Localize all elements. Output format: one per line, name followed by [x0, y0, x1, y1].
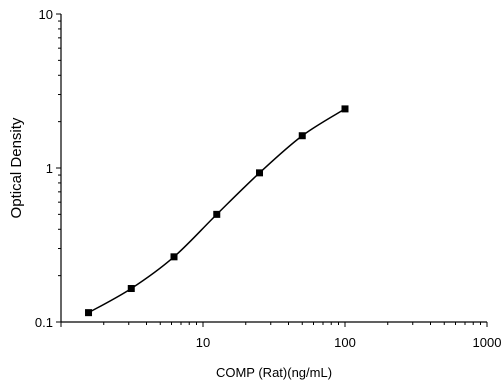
data-point — [127, 285, 135, 293]
y-axis-ticks — [56, 13, 61, 323]
x-axis-ticks — [60, 322, 488, 327]
data-point — [341, 105, 349, 113]
x-axis-tick-labels: 10 100 1000 — [196, 335, 502, 350]
fit-curve — [88, 108, 346, 314]
x-axis-title: COMP (Rat)(ng/mL) — [216, 365, 332, 380]
y-axis-tick-labels: 0.1 1 10 — [35, 7, 53, 330]
data-point — [170, 253, 178, 261]
y-tick-label: 0.1 — [35, 315, 53, 330]
y-axis-title: Optical Density — [8, 117, 25, 218]
data-point — [85, 309, 93, 317]
data-point — [213, 210, 221, 218]
x-tick-label: 100 — [334, 335, 356, 350]
plot-area — [60, 14, 487, 323]
y-tick-label: 1 — [46, 161, 53, 176]
data-point — [298, 132, 306, 140]
x-tick-label: 10 — [196, 335, 210, 350]
y-tick-label: 10 — [39, 7, 53, 22]
data-point — [256, 169, 264, 177]
data-points — [85, 105, 349, 317]
x-tick-label: 1000 — [473, 335, 502, 350]
